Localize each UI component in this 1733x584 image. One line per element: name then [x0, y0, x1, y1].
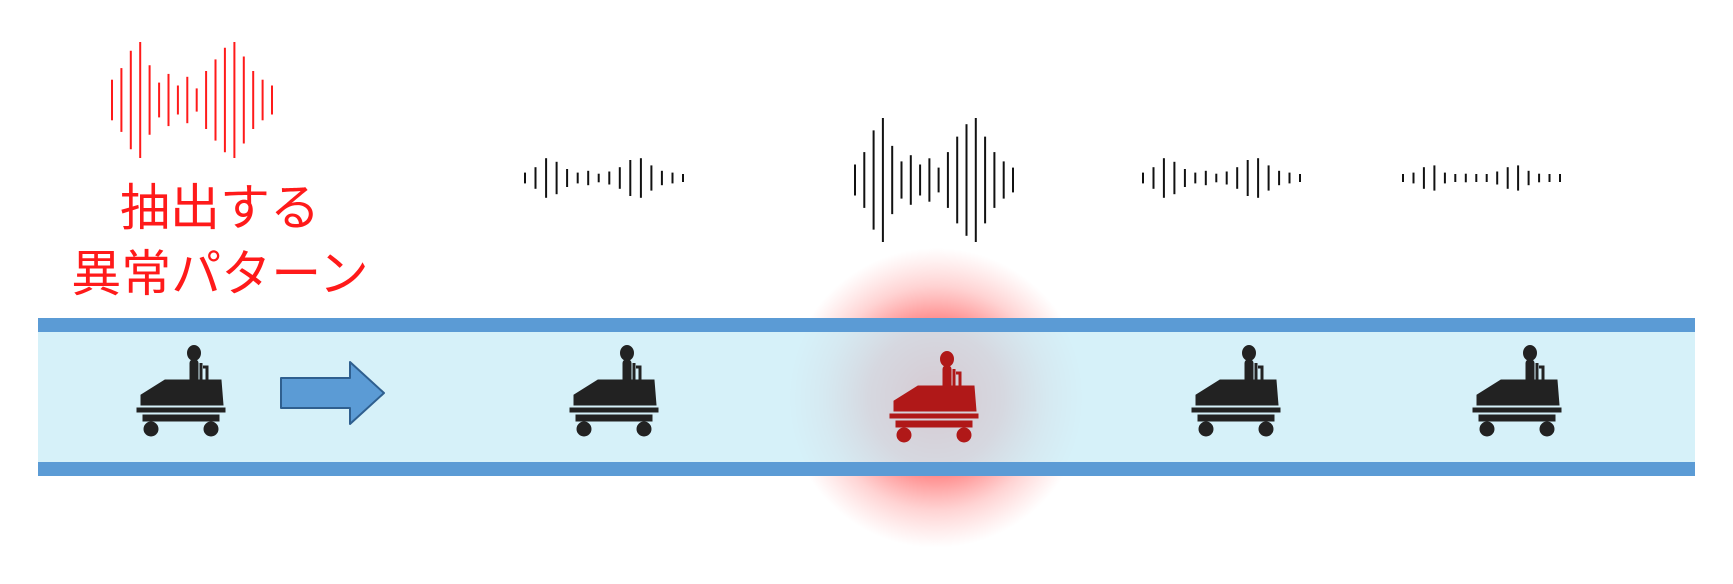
waveform-robot-3	[1142, 158, 1301, 198]
direction-arrow	[280, 361, 385, 425]
pipe-top-band	[38, 318, 1695, 332]
waveform-robot-2	[854, 118, 1014, 242]
waveform-robot-1	[524, 158, 684, 198]
waveform-extracted	[111, 42, 273, 158]
caption-line-1: 抽出する	[120, 179, 320, 237]
waveform-robot-4	[1402, 165, 1561, 191]
pipe-bottom-band	[38, 462, 1695, 476]
caption-line-2: 異常パターン	[71, 245, 369, 303]
